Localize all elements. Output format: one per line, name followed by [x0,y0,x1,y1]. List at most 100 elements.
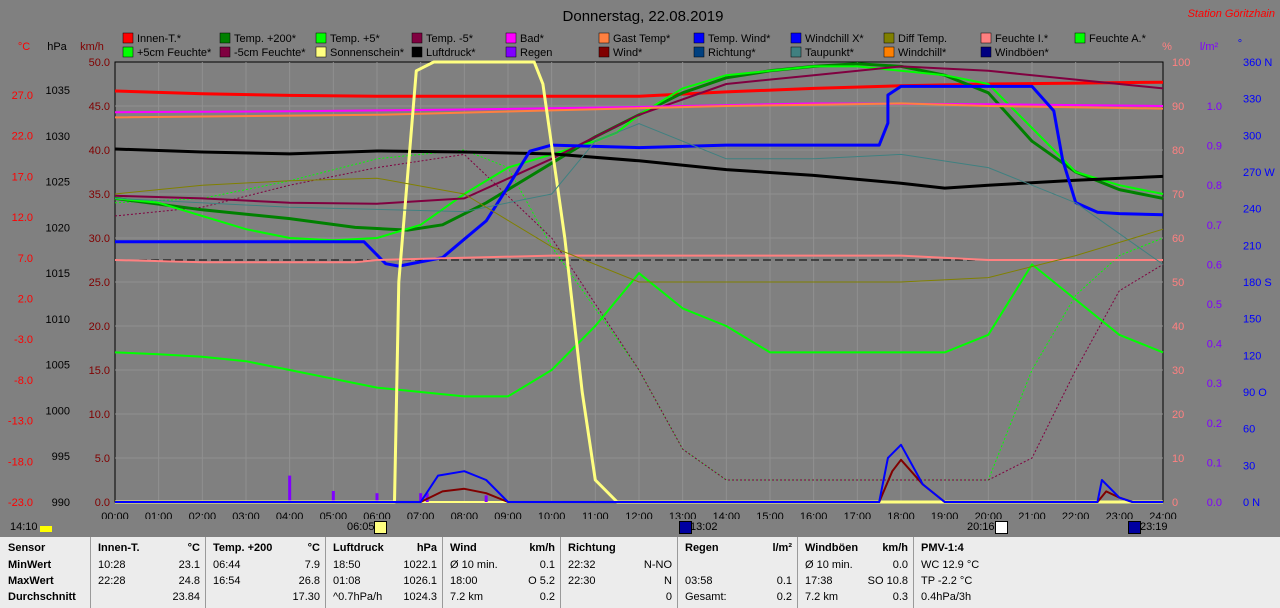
time-tick-label: 09:00 [494,511,522,520]
kmh-tick-label: 45.0 [89,101,110,113]
stats-time: 22:28 [98,575,126,587]
percent-tick-label: 10 [1172,453,1184,465]
stats-value: N-NO [643,559,672,571]
degree-tick-label: 360 N [1243,57,1272,69]
stats-time: Ø 10 min. [450,559,498,571]
celsius-tick-label: 22.0 [12,131,33,143]
stats-time: TP -2.2 °C [921,575,973,587]
legend-swatch [411,46,423,58]
stats-time: 0.4hPa/3h [921,591,972,603]
stats-column: Windböen km/h Ø 10 min. 0.0 17:38 SO 10.8 7.2 … [797,537,914,608]
kmh-tick-label: 25.0 [89,277,110,289]
legend-label: Gast Temp* [613,33,671,45]
time-tick-label: 07:00 [407,511,435,520]
legend-swatch [1074,32,1086,44]
legend-label: Temp. +200* [234,33,297,45]
lm2-tick-label: 0.9 [1207,141,1222,153]
stats-time: 10:28 [98,559,126,571]
legend-swatch [505,46,517,58]
celsius-tick-label: 2.0 [18,294,33,306]
percent-tick-label: 40 [1172,321,1184,333]
lm2-tick-label: 0.3 [1207,378,1222,390]
lm2-tick-label: 0.5 [1207,299,1222,311]
stats-column: Richtung 22:32 N-NO 22:30 N 0 [560,537,678,608]
stats-value: 24.8 [178,575,200,587]
time-tick-label: 21:00 [1018,511,1046,520]
stats-value: N [664,575,672,587]
axis-unit-lm2: l/m² [1200,41,1219,53]
stats-header: Innen-T. [98,542,140,554]
time-tick-label: 16:00 [800,511,828,520]
stats-value: 0.3 [892,591,908,603]
axis-unit-percent: % [1162,41,1172,53]
lm2-tick-label: 0.1 [1207,457,1222,469]
rain-bar [288,475,292,502]
legend-swatch [505,32,517,44]
degree-tick-label: 270 W [1243,167,1275,179]
rain-bar [331,491,335,502]
kmh-tick-label: 40.0 [89,145,110,157]
legend-label: Innen-T.* [137,33,182,45]
time-tick-label: 22:00 [1062,511,1090,520]
degree-tick-label: 30 [1243,460,1255,472]
hpa-tick-label: 1020 [46,222,70,234]
legend-label: Feuchte A.* [1089,33,1147,45]
degree-tick-label: 210 [1243,240,1261,252]
rain-bar [375,493,379,502]
stats-unit: l/m² [772,542,792,554]
stats-header: Regen [685,542,719,554]
rain-bar [425,493,429,502]
stats-value: 23.84 [172,591,200,603]
legend-swatch [219,32,231,44]
legend-swatch [693,46,705,58]
stats-time: Ø 10 min. [805,559,853,571]
percent-tick-label: 70 [1172,189,1184,201]
stats-column: Regen l/m² 03:58 0.1 Gesamt: 0.2 [677,537,798,608]
percent-tick-label: 60 [1172,233,1184,245]
stats-header: Luftdruck [333,542,384,554]
hpa-tick-label: 1010 [46,314,70,326]
lm2-tick-label: 0.6 [1207,259,1222,271]
axis-unit-celsius: °C [18,41,30,53]
time-tick-label: 24:00 [1149,511,1177,520]
series-line-dotted [114,149,1164,481]
series-line [114,254,1163,264]
stats-time: 06:44 [213,559,241,571]
legend-swatch [693,32,705,44]
time-tick-label: 01:00 [145,511,173,520]
percent-tick-label: 30 [1172,365,1184,377]
lm2-tick-label: 0.4 [1207,339,1222,351]
time-tick-label: 05:00 [320,511,348,520]
moonset-time: 23:19 [1140,521,1168,533]
legend-label: Sonnenschein* [330,47,405,59]
stats-time: 18:00 [450,575,478,587]
series-line [114,263,1164,398]
time-tick-label: 00:00 [101,511,129,520]
kmh-tick-label: 15.0 [89,365,110,377]
kmh-tick-label: 50.0 [89,57,110,69]
legend-label: Temp. -5* [426,33,474,45]
legend-label: Bad* [520,33,545,45]
legend-label: Windböen* [995,47,1050,59]
time-tick-label: 08:00 [451,511,479,520]
legend-label: -5cm Feuchte* [234,47,306,59]
legend-label: Luftdruck* [426,47,476,59]
celsius-tick-label: -23.0 [8,497,33,509]
stats-time: 03:58 [685,575,713,587]
stats-unit: hPa [416,542,437,554]
stats-time: 22:30 [568,575,596,587]
stats-value: 0.0 [892,559,908,571]
percent-tick-label: 80 [1172,145,1184,157]
legend-swatch [315,32,327,44]
stats-unit: km/h [529,542,555,554]
stats-time: Gesamt: [685,591,727,603]
legend-swatch [980,32,992,44]
rain-bar [484,495,488,502]
hpa-tick-label: 1015 [46,268,70,280]
stats-value: 26.8 [298,575,320,587]
stats-value: 0.1 [776,575,792,587]
stats-value: 0.1 [539,559,555,571]
stats-column: PMV-1:4 WC 12.9 °C TP -2.2 °C 0.4hPa/3h [913,537,1034,608]
degree-tick-label: 150 [1243,314,1261,326]
stats-value: 0.2 [776,591,792,603]
